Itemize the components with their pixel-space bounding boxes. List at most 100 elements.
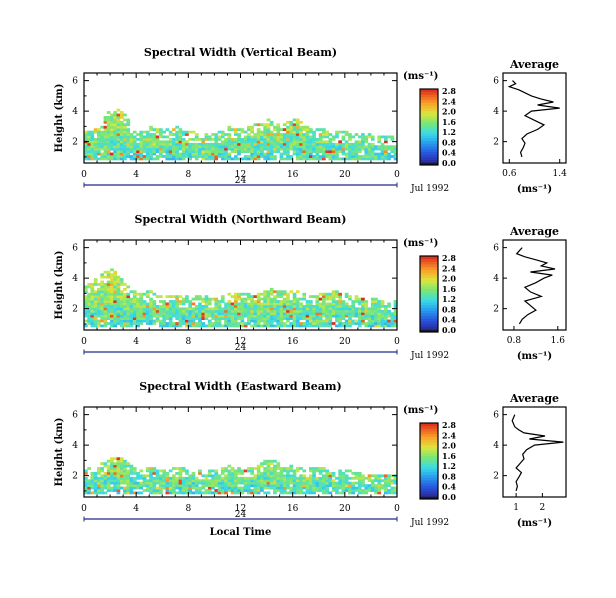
heatmap-cell (292, 125, 297, 129)
heatmap-cell (126, 302, 131, 306)
colorbar-cell (420, 310, 438, 314)
colorbar-cell (420, 321, 438, 325)
heatmap-cell (256, 309, 261, 313)
heatmap-cell (250, 481, 254, 485)
heatmap-cell (377, 489, 382, 492)
heatmap-cell (126, 317, 131, 320)
heatmap-cell (273, 150, 277, 153)
heatmap-cell (250, 491, 254, 495)
heatmap-cell (312, 130, 316, 134)
heatmap-cell (100, 302, 104, 306)
heatmap-cell (279, 133, 284, 136)
heatmap-cell (305, 157, 310, 161)
heatmap-cell (286, 476, 290, 480)
heatmap-cell (377, 484, 382, 487)
heatmap-cell (289, 135, 294, 139)
heatmap-cell (100, 319, 104, 323)
average-line (507, 80, 560, 158)
colorbar-cell (420, 154, 438, 158)
heatmap-cell (256, 300, 261, 303)
heatmap-cell (253, 309, 258, 313)
heatmap-cell (188, 157, 192, 161)
heatmap-cell (172, 322, 176, 325)
colorbar-cell (420, 91, 438, 95)
heatmap-cell (227, 479, 232, 483)
heatmap-cell (253, 486, 258, 490)
heatmap-cell (132, 314, 137, 318)
heatmap-cell (204, 307, 209, 311)
heatmap-cell (312, 314, 316, 318)
heatmap-cell (289, 486, 294, 490)
colorbar-cell (420, 89, 438, 93)
heatmap-cell (175, 142, 179, 146)
heatmap-cell (217, 489, 222, 492)
heatmap-cell (269, 317, 274, 320)
heatmap-cell (309, 140, 313, 144)
heatmap-cell (139, 155, 144, 158)
heatmap-cell (344, 309, 349, 313)
heatmap-cell (250, 152, 254, 156)
heatmap-cell (344, 319, 349, 323)
heatmap-cell (341, 472, 346, 475)
heatmap-cell (103, 322, 108, 325)
heatmap-cell (299, 302, 303, 306)
heatmap-cell (344, 130, 349, 134)
heatmap-cell (315, 300, 320, 303)
heatmap-cell (198, 309, 202, 313)
heatmap-cell (237, 489, 241, 492)
heatmap-cell (194, 295, 199, 298)
heatmap-cell (136, 138, 140, 141)
heatmap-cell (113, 305, 117, 308)
heatmap-cell (370, 138, 375, 141)
x-tick-label: 4 (133, 170, 139, 180)
heatmap-cell (328, 317, 333, 320)
heatmap-cell (243, 138, 248, 141)
heatmap-cell (126, 476, 131, 480)
heatmap-cell (309, 128, 313, 131)
heatmap-cell (181, 309, 186, 313)
heatmap-cell (247, 469, 251, 473)
heatmap-cell (250, 157, 254, 161)
heatmap-cell (90, 150, 95, 153)
heatmap-cell (178, 142, 183, 146)
heatmap-cell (344, 312, 349, 316)
heatmap-cell (149, 307, 153, 311)
heatmap-cell (172, 476, 176, 480)
heatmap-cell (357, 472, 362, 475)
heatmap-cell (165, 147, 170, 151)
heatmap-cell (217, 491, 222, 495)
heatmap-cell (119, 133, 124, 136)
heatmap-cell (204, 476, 209, 480)
heatmap-cell (318, 302, 323, 306)
heatmap-cell (289, 120, 294, 124)
heatmap-cell (211, 138, 215, 141)
colorbar-cell (420, 493, 438, 497)
heatmap-cell (100, 481, 104, 485)
heatmap-cell (106, 472, 111, 475)
heatmap-cell (328, 305, 333, 308)
heatmap-cell (168, 157, 173, 161)
heatmap-cell (393, 491, 398, 495)
heatmap-cell (328, 474, 333, 478)
heatmap-cell (191, 138, 196, 141)
heatmap-cell (269, 469, 274, 473)
heatmap-cell (380, 300, 385, 303)
heatmap-cell (322, 479, 326, 483)
heatmap-cell (315, 319, 320, 323)
heatmap-cell (260, 479, 264, 483)
colorbar-tick-label: 2.8 (442, 253, 456, 263)
heatmap-cell (273, 297, 277, 301)
heatmap-cell (126, 120, 131, 124)
heatmap-cell (374, 319, 378, 323)
heatmap-cell (302, 307, 307, 311)
heatmap-cell (103, 486, 108, 490)
heatmap-cell (220, 152, 225, 156)
heatmap-cell (159, 479, 163, 483)
heatmap-cell (204, 305, 209, 308)
heatmap-cell (113, 472, 117, 475)
heatmap-cell (149, 297, 153, 301)
heatmap-cell (185, 155, 189, 158)
heatmap-cell (354, 133, 359, 136)
heatmap-cell (377, 474, 382, 478)
heatmap-cell (132, 467, 137, 470)
